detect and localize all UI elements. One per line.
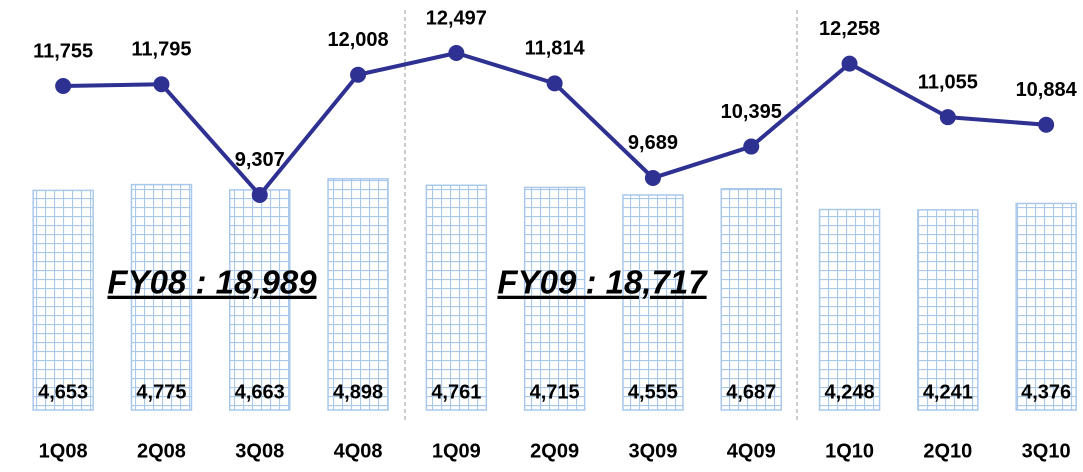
annotation: FY09 : 18,717: [497, 264, 708, 301]
line: [63, 50, 1047, 197]
bar-value-label: 4,775: [136, 381, 186, 403]
bar: [917, 209, 979, 411]
x-tick-label: 2Q08: [137, 440, 186, 462]
line-point: [251, 186, 268, 203]
x-tick-label: 3Q10: [1022, 440, 1071, 462]
line-point: [153, 76, 170, 93]
line-value-label: 9,689: [628, 132, 678, 154]
x-tick-label: 3Q08: [235, 440, 284, 462]
line-value-label: 11,755: [33, 40, 93, 62]
bar-value-label: 4,376: [1021, 381, 1071, 403]
x-tick-label: 3Q09: [628, 440, 677, 462]
line-value-label: 11,795: [131, 39, 191, 61]
bar: [818, 208, 881, 411]
bar-value-label: 4,715: [530, 381, 580, 403]
line-value-label: 12,258: [819, 18, 880, 40]
bar-value-label: 4,653: [38, 381, 88, 403]
x-tick-label: 2Q09: [530, 440, 579, 462]
x-tick-label: 4Q09: [727, 440, 776, 462]
x-tick-label: 1Q09: [432, 440, 481, 462]
bar: [1015, 202, 1077, 411]
line-point: [1038, 116, 1055, 133]
x-tick-label: 4Q08: [334, 440, 383, 462]
line-point: [841, 55, 858, 72]
line-point: [644, 169, 661, 186]
line-value-label: 11,055: [918, 71, 978, 93]
bar-value-label: 4,663: [235, 381, 285, 403]
line-value-label: 11,814: [525, 38, 586, 60]
annotation: FY08 : 18,989: [107, 264, 317, 301]
bar: [130, 183, 193, 411]
bar: [229, 189, 291, 411]
bar: [327, 178, 389, 411]
bar: [32, 189, 94, 411]
line-point: [55, 78, 72, 95]
bar-value-label: 4,248: [825, 381, 875, 403]
line-value-label: 12,497: [426, 7, 487, 29]
line-point: [743, 138, 760, 155]
bar: [425, 184, 488, 411]
bar-value-label: 4,555: [628, 381, 678, 403]
line-point: [350, 66, 367, 83]
line-value-label: 9,307: [235, 149, 285, 171]
bar-value-label: 4,687: [726, 381, 776, 403]
line-point: [939, 109, 956, 126]
bar: [523, 186, 586, 411]
x-tick-label: 1Q08: [39, 440, 88, 462]
line-point: [448, 44, 465, 61]
line-value-label: 10,395: [721, 101, 782, 123]
bar-value-label: 4,241: [923, 381, 973, 403]
bar-value-label: 4,761: [431, 381, 481, 403]
x-tick-label: 1Q10: [825, 440, 874, 462]
x-tick-label: 2Q10: [923, 440, 972, 462]
bar: [622, 194, 684, 411]
bar-value-label: 4,898: [333, 381, 383, 403]
bar: [720, 188, 782, 411]
line-point: [546, 75, 563, 92]
line-value-label: 10,884: [1016, 79, 1078, 101]
line-value-label: 12,008: [327, 29, 388, 51]
